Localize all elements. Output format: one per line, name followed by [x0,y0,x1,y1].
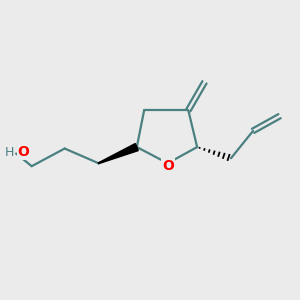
Polygon shape [98,143,138,164]
Text: H: H [4,146,14,159]
Text: O: O [18,145,29,159]
Text: O: O [162,159,174,172]
